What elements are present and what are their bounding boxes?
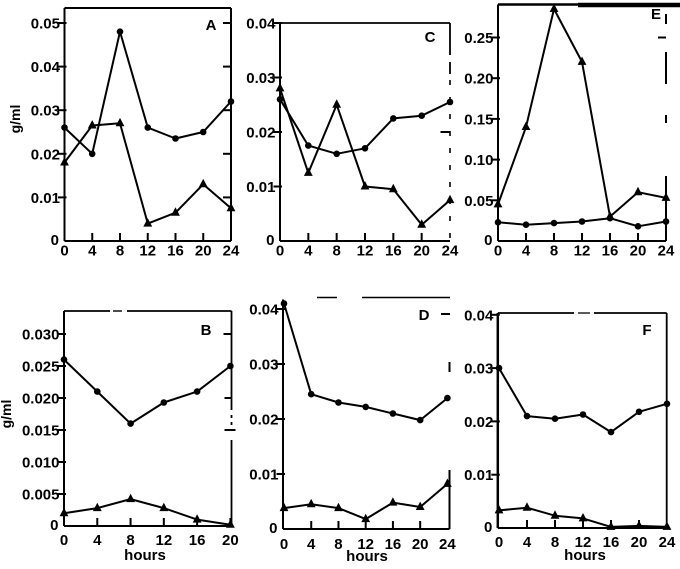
svg-text:12: 12 [139, 243, 156, 260]
svg-text:g/ml: g/ml [0, 400, 14, 429]
svg-text:0.01: 0.01 [249, 467, 278, 484]
svg-text:8: 8 [116, 243, 124, 260]
svg-text:C: C [425, 29, 436, 46]
svg-text:20: 20 [195, 243, 212, 260]
svg-text:16: 16 [603, 534, 620, 551]
svg-text:24: 24 [442, 243, 459, 260]
svg-text:0: 0 [276, 243, 284, 260]
svg-text:0.20: 0.20 [464, 71, 493, 88]
svg-text:12: 12 [574, 243, 591, 260]
svg-text:0: 0 [494, 243, 502, 260]
svg-text:0: 0 [266, 232, 274, 249]
svg-text:0.015: 0.015 [22, 423, 60, 440]
svg-text:0: 0 [269, 520, 277, 537]
svg-text:0.02: 0.02 [31, 146, 60, 163]
svg-text:0.05: 0.05 [464, 193, 493, 210]
svg-text:8: 8 [551, 534, 559, 551]
svg-text:0: 0 [60, 243, 68, 260]
svg-text:12: 12 [357, 243, 374, 260]
svg-text:0.02: 0.02 [464, 414, 493, 431]
svg-text:0.03: 0.03 [464, 361, 493, 378]
svg-text:0.03: 0.03 [246, 70, 275, 87]
svg-text:4: 4 [88, 243, 97, 260]
svg-text:24: 24 [439, 536, 456, 553]
svg-text:4: 4 [307, 536, 316, 553]
svg-text:hours: hours [564, 547, 606, 564]
svg-text:hours: hours [124, 547, 166, 564]
svg-text:24: 24 [659, 534, 676, 551]
svg-text:0: 0 [60, 532, 68, 549]
svg-text:4: 4 [304, 243, 313, 260]
svg-text:12: 12 [155, 532, 172, 549]
svg-text:8: 8 [550, 243, 558, 260]
svg-text:0.03: 0.03 [31, 103, 60, 120]
svg-text:0.025: 0.025 [22, 359, 60, 376]
svg-text:16: 16 [167, 243, 184, 260]
svg-text:24: 24 [223, 243, 240, 260]
svg-text:0.04: 0.04 [464, 307, 494, 324]
svg-text:16: 16 [385, 243, 402, 260]
svg-text:16: 16 [189, 532, 206, 549]
svg-text:0: 0 [280, 536, 288, 553]
svg-text:0.15: 0.15 [464, 111, 493, 128]
svg-text:8: 8 [332, 243, 340, 260]
svg-text:0: 0 [484, 519, 492, 536]
svg-text:20: 20 [222, 532, 239, 549]
svg-text:0.020: 0.020 [22, 391, 60, 408]
svg-text:0.005: 0.005 [22, 487, 60, 504]
svg-text:20: 20 [412, 536, 429, 553]
svg-text:0.01: 0.01 [246, 179, 275, 196]
svg-text:0.02: 0.02 [246, 125, 275, 142]
svg-text:F: F [642, 322, 651, 339]
svg-text:hours: hours [346, 548, 388, 564]
svg-text:0.25: 0.25 [464, 30, 493, 47]
svg-text:4: 4 [93, 532, 102, 549]
svg-text:g/ml: g/ml [7, 105, 23, 134]
svg-text:20: 20 [413, 243, 430, 260]
svg-text:4: 4 [522, 243, 531, 260]
svg-text:0: 0 [51, 232, 59, 249]
svg-text:E: E [651, 6, 661, 23]
svg-text:20: 20 [631, 534, 648, 551]
svg-text:0.01: 0.01 [464, 467, 493, 484]
svg-text:8: 8 [126, 532, 134, 549]
svg-text:12: 12 [575, 534, 592, 551]
svg-text:0.10: 0.10 [464, 152, 493, 169]
svg-text:0.04: 0.04 [249, 302, 279, 319]
svg-text:0.03: 0.03 [249, 357, 278, 374]
svg-text:20: 20 [630, 243, 647, 260]
svg-text:A: A [206, 17, 217, 34]
svg-text:16: 16 [602, 243, 619, 260]
svg-text:4: 4 [523, 534, 532, 551]
svg-text:8: 8 [334, 536, 342, 553]
svg-text:0.01: 0.01 [31, 190, 60, 207]
svg-text:0.030: 0.030 [22, 327, 60, 344]
svg-text:0.010: 0.010 [22, 455, 60, 472]
svg-text:0: 0 [50, 517, 58, 534]
svg-text:16: 16 [385, 536, 402, 553]
svg-text:0: 0 [495, 534, 503, 551]
svg-text:0.05: 0.05 [31, 16, 60, 33]
svg-text:0.02: 0.02 [249, 412, 278, 429]
svg-text:0: 0 [484, 232, 492, 249]
svg-text:24: 24 [658, 243, 675, 260]
svg-text:B: B [201, 322, 212, 339]
svg-text:0.04: 0.04 [246, 16, 276, 33]
svg-text:0.04: 0.04 [31, 59, 61, 76]
svg-text:12: 12 [357, 536, 374, 553]
svg-text:D: D [419, 307, 430, 324]
